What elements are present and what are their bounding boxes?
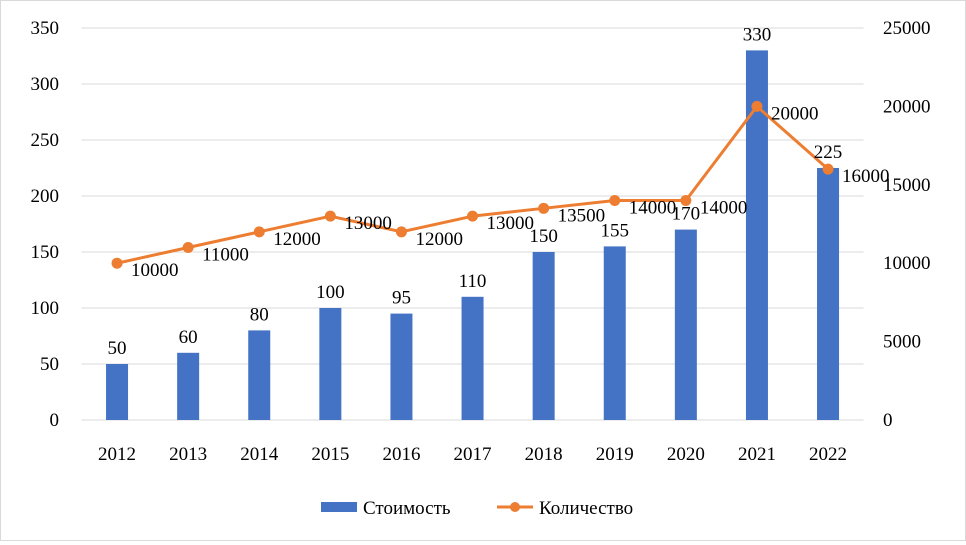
line-data-label: 13000 bbox=[344, 213, 392, 234]
legend-label-line: Количество bbox=[539, 498, 633, 519]
legend-swatch-marker bbox=[510, 502, 520, 512]
bar bbox=[106, 364, 129, 420]
line-marker bbox=[395, 226, 407, 238]
bar bbox=[248, 330, 271, 420]
bar bbox=[319, 308, 342, 420]
y-right-tick-label: 25000 bbox=[883, 18, 931, 39]
bar-data-label: 170 bbox=[672, 204, 701, 225]
line-data-label: 12000 bbox=[273, 229, 321, 250]
bar bbox=[177, 352, 200, 420]
x-tick-label: 2014 bbox=[240, 444, 279, 465]
x-tick-label: 2017 bbox=[454, 444, 492, 465]
bar-data-label: 155 bbox=[601, 220, 630, 241]
bar-data-label: 95 bbox=[392, 288, 411, 309]
line-data-label: 13500 bbox=[558, 205, 606, 226]
line-marker bbox=[751, 100, 763, 112]
line-marker bbox=[253, 226, 265, 238]
bar bbox=[532, 252, 555, 420]
x-tick-label: 2013 bbox=[169, 444, 207, 465]
x-tick-label: 2015 bbox=[311, 444, 349, 465]
x-tick-label: 2018 bbox=[525, 444, 563, 465]
line-marker bbox=[111, 257, 123, 269]
x-tick-label: 2016 bbox=[382, 444, 420, 465]
legend-swatch-bar bbox=[321, 502, 357, 512]
line-data-label: 14000 bbox=[629, 197, 677, 218]
y-left-tick-label: 0 bbox=[50, 410, 60, 431]
y-right-tick-label: 0 bbox=[883, 410, 893, 431]
line-marker bbox=[609, 194, 621, 206]
bar-data-label: 100 bbox=[316, 282, 345, 303]
y-right-tick-label: 15000 bbox=[883, 175, 931, 196]
bar-data-label: 60 bbox=[179, 327, 198, 348]
line-data-label: 11000 bbox=[202, 245, 249, 266]
y-left-tick-label: 350 bbox=[31, 18, 60, 39]
line-data-label: 10000 bbox=[131, 260, 179, 281]
line-data-label: 12000 bbox=[415, 229, 463, 250]
legend-label-bar: Стоимость bbox=[363, 498, 451, 519]
x-tick-label: 2012 bbox=[98, 444, 136, 465]
line-marker bbox=[182, 242, 194, 254]
y-right-tick-label: 10000 bbox=[883, 253, 931, 274]
line-marker bbox=[538, 202, 550, 214]
y-left-tick-label: 100 bbox=[31, 298, 60, 319]
bar-data-label: 330 bbox=[743, 24, 772, 45]
y-right-tick-label: 20000 bbox=[883, 96, 931, 117]
bar bbox=[390, 313, 413, 420]
x-tick-label: 2021 bbox=[738, 444, 776, 465]
bar-data-label: 80 bbox=[250, 304, 269, 325]
bar bbox=[603, 246, 626, 420]
bar bbox=[461, 296, 484, 420]
line-data-label: 14000 bbox=[700, 197, 748, 218]
bar bbox=[745, 50, 768, 421]
line-data-label: 20000 bbox=[771, 103, 819, 124]
y-right-tick-label: 5000 bbox=[883, 332, 921, 353]
bar-data-label: 225 bbox=[814, 142, 843, 163]
x-tick-label: 2019 bbox=[596, 444, 634, 465]
legend: Стоимость Количество bbox=[321, 498, 633, 519]
x-tick-label: 2020 bbox=[667, 444, 705, 465]
bar bbox=[674, 229, 697, 420]
y-left-tick-label: 150 bbox=[31, 242, 60, 263]
line-marker bbox=[680, 194, 692, 206]
line-marker bbox=[822, 163, 834, 175]
bar-data-label: 110 bbox=[459, 271, 487, 292]
line-marker bbox=[324, 210, 336, 222]
y-left-tick-label: 300 bbox=[31, 74, 60, 95]
y-left-tick-label: 250 bbox=[31, 130, 60, 151]
line-marker bbox=[467, 210, 479, 222]
bar-data-label: 50 bbox=[108, 338, 127, 359]
y-left-tick-label: 200 bbox=[31, 186, 60, 207]
bar bbox=[817, 168, 840, 420]
line-data-label: 13000 bbox=[487, 213, 535, 234]
x-tick-label: 2022 bbox=[809, 444, 847, 465]
series-line bbox=[116, 104, 830, 265]
line-data-label: 16000 bbox=[842, 166, 890, 187]
bar-data-label: 150 bbox=[529, 226, 558, 247]
y-left-tick-label: 50 bbox=[40, 354, 59, 375]
